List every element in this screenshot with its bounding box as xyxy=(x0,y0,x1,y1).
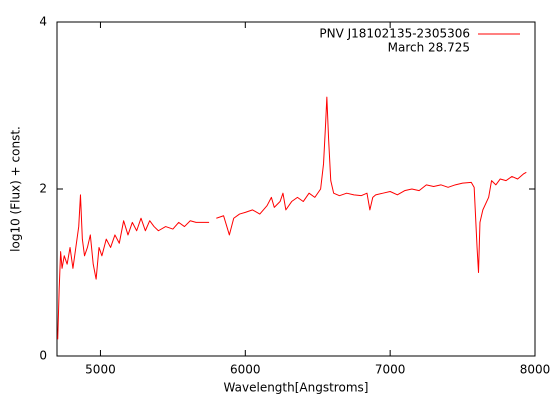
y-tick-label: 4 xyxy=(39,15,47,29)
plot-frame xyxy=(56,21,536,357)
y-axis-title: log10 (Flux) + const. xyxy=(9,126,23,252)
x-tick-label: 7000 xyxy=(375,363,406,377)
y-tick-label: 0 xyxy=(39,349,47,363)
x-axis-title: Wavelength[Angstroms] xyxy=(224,381,369,395)
annotation: March 28.725 xyxy=(388,41,470,55)
legend-label: PNV J18102135-2305306 xyxy=(319,27,470,41)
y-tick-label: 2 xyxy=(39,182,47,196)
x-tick-label: 6000 xyxy=(230,363,261,377)
x-tick-label: 5000 xyxy=(85,363,116,377)
x-tick-label: 8000 xyxy=(520,363,551,377)
spectrum-line xyxy=(57,96,527,340)
